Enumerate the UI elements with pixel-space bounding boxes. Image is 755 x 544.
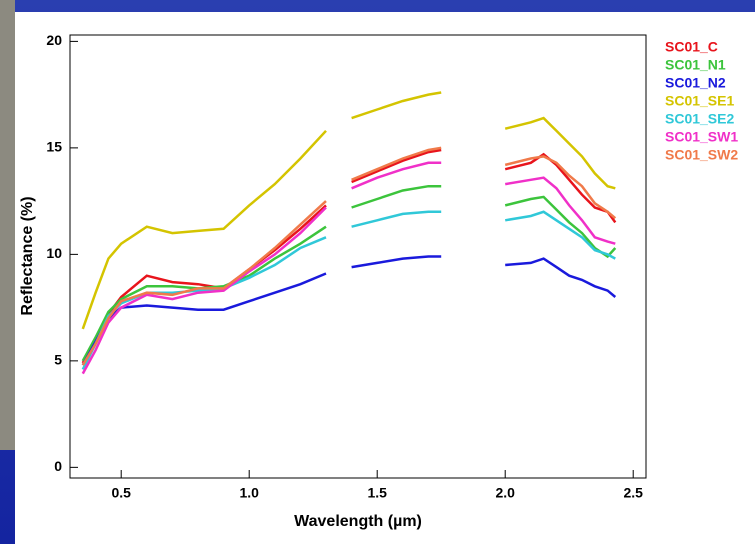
x-axis-label: Wavelength (µm) <box>294 513 422 530</box>
legend-entry: SC01_N1 <box>665 57 726 73</box>
x-tick-label: 0.5 <box>111 485 131 501</box>
plot-frame <box>69 34 647 479</box>
series-line <box>81 91 616 330</box>
y-axis-label: Reflectance (%) <box>19 196 36 315</box>
x-tick-label: 1.0 <box>239 485 259 501</box>
x-tick-label: 2.0 <box>495 485 515 501</box>
legend-entry: SC01_SE1 <box>665 93 734 109</box>
y-tick-label: 0 <box>54 458 62 474</box>
legend-entry: SC01_C <box>665 39 718 55</box>
y-tick-label: 5 <box>54 352 62 368</box>
legend-entry: SC01_SW1 <box>665 129 738 145</box>
series-line <box>81 161 616 375</box>
legend-entry: SC01_N2 <box>665 75 726 91</box>
legend-entry: SC01_SE2 <box>665 111 734 127</box>
series-line <box>81 146 617 366</box>
y-tick-label: 15 <box>46 139 62 155</box>
x-tick-label: 1.5 <box>367 485 387 501</box>
legend-entry: SC01_SW2 <box>665 147 738 163</box>
y-tick-label: 20 <box>46 32 62 48</box>
rock-strip <box>0 0 15 450</box>
y-tick-label: 10 <box>46 245 62 261</box>
chart-panel <box>15 12 755 544</box>
x-tick-label: 2.5 <box>623 485 643 501</box>
